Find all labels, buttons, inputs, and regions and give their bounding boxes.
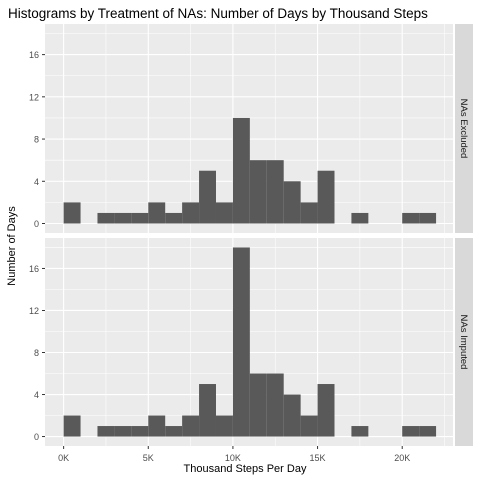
histogram-bar (266, 373, 284, 437)
facet-strip-label: NAs Imputed (458, 315, 469, 370)
facet-panel: 0 4 8 12 16 NAs Excluded (29, 24, 473, 233)
facet-strip (455, 24, 473, 233)
histogram-bar (232, 117, 250, 224)
histogram-bar (283, 181, 301, 224)
y-tick-label: 12 (29, 92, 39, 102)
histogram-bar (300, 202, 318, 224)
y-tick-label: 8 (34, 348, 39, 358)
facet-strip (455, 238, 473, 446)
histogram-bar (215, 202, 233, 224)
histogram-bar (317, 170, 335, 224)
chart-title: Histograms by Treatment of NAs: Number o… (8, 6, 428, 21)
histogram-bar (283, 394, 301, 437)
y-tick-label: 4 (34, 390, 39, 400)
histogram-bar (249, 373, 267, 437)
histogram-bar (182, 415, 200, 437)
y-tick-label: 16 (29, 50, 39, 60)
histogram-bar (266, 160, 284, 224)
y-tick-label: 8 (34, 135, 39, 145)
histogram-bar (165, 212, 183, 224)
x-tick-label: 10K (225, 453, 241, 463)
histogram-bar (63, 202, 81, 224)
histogram-bar (131, 426, 149, 437)
histogram-bar (131, 212, 149, 224)
y-axis-label: Number of Days (6, 206, 18, 286)
histogram-bar (165, 426, 183, 437)
histogram-bar (148, 415, 166, 437)
y-tick-label: 0 (34, 432, 39, 442)
histogram-bar (199, 170, 216, 224)
y-tick-label: 4 (34, 177, 39, 187)
histogram-bar (97, 212, 115, 224)
x-tick-label: 15K (310, 453, 326, 463)
histogram-bar (199, 384, 216, 437)
histogram-bar (97, 426, 115, 437)
histogram-bar (402, 212, 420, 224)
histogram-bar (182, 202, 200, 224)
histogram-bar (232, 247, 250, 437)
histogram-bar (419, 426, 437, 437)
histogram-bar (63, 415, 81, 437)
histogram-bar (317, 384, 335, 437)
x-axis: 0K 5K 10K 15K 20K (58, 446, 410, 463)
histogram-bar (114, 426, 132, 437)
y-tick-label: 12 (29, 306, 39, 316)
histogram-bar (114, 212, 132, 224)
y-tick-label: 0 (34, 219, 39, 229)
y-tick-label: 16 (29, 264, 39, 274)
histogram-bar (402, 426, 420, 437)
x-tick-label: 0K (58, 453, 69, 463)
facet-panel: 0 4 8 12 16 NAs Imputed (29, 238, 473, 446)
facet-panels: 0 4 8 12 16 NAs Excluded 0 4 8 12 16 NAs Imputed (29, 24, 473, 446)
histogram-bar (148, 202, 166, 224)
histogram-bar (249, 160, 267, 224)
histogram-bar (351, 212, 369, 224)
histogram-bar (419, 212, 437, 224)
histogram-bar (351, 426, 369, 437)
histogram-bar (300, 415, 318, 437)
x-tick-label: 5K (143, 453, 154, 463)
facet-strip-label: NAs Excluded (458, 99, 469, 159)
histogram-bar (215, 415, 233, 437)
x-axis-label: Thousand Steps Per Day (184, 463, 307, 475)
x-tick-label: 20K (394, 453, 410, 463)
